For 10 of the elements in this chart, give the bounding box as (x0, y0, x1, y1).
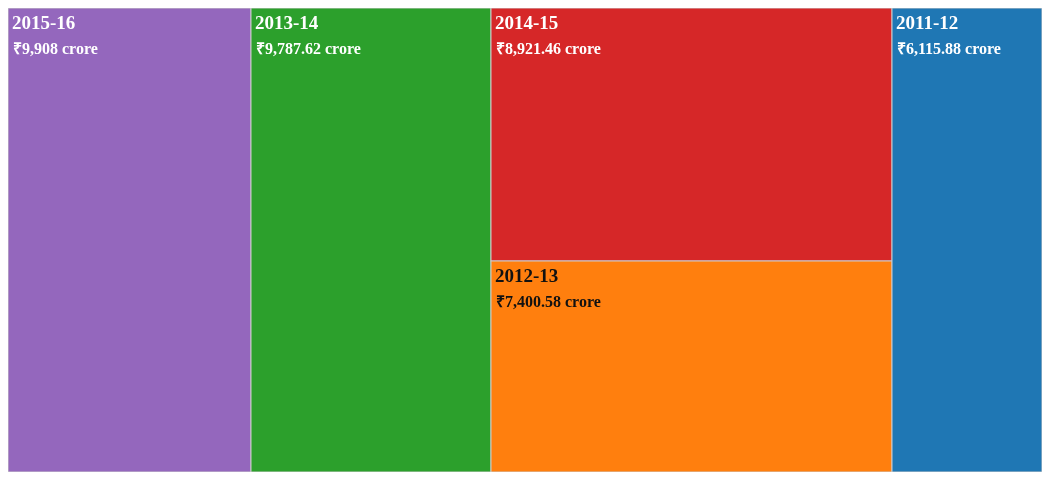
category-label: 2012-13 (495, 265, 559, 286)
data-label: ₹6,115.88 crore (897, 40, 1001, 57)
category-label: 2011-12 (896, 12, 959, 33)
data-label: ₹7,400.58 crore (496, 293, 601, 310)
category-label: 2014-15 (495, 12, 559, 33)
data-label: ₹9,908 crore (13, 40, 98, 57)
category-label: 2013-14 (255, 12, 319, 33)
category-label: 2015-16 (12, 12, 76, 33)
data-label: ₹9,787.62 crore (256, 40, 361, 57)
data-label: ₹8,921.46 crore (496, 40, 601, 57)
